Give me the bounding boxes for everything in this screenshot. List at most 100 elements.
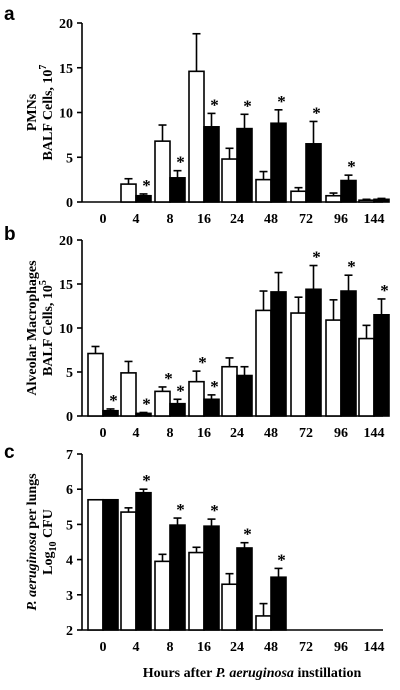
bar-treated [373,198,390,203]
y-axis-label-line2: BALF Cells, 107 [38,65,56,161]
x-tick-label: 4 [133,640,140,655]
bar-treated [270,576,287,631]
bar-treated [340,179,357,203]
x-tick-label: 16 [197,640,211,655]
x-tick-label: 48 [264,426,278,441]
x-tick-label: 8 [167,640,174,655]
y-tick-label: 2 [66,624,73,639]
bar-control [120,372,137,417]
x-tick-label: 0 [100,640,107,655]
significance-star: * [142,176,151,195]
significance-star: * [176,500,185,519]
significance-star: * [210,501,219,520]
bar-treated [135,412,152,417]
significance-star: * [312,248,321,267]
y-axis-label-line2: Log10 CFU [41,509,59,575]
y-axis-label-exponent: 7 [38,65,49,70]
bar-control [255,309,272,417]
y-axis-label-base: Log [41,551,56,574]
bar-treated [270,291,287,417]
y-axis-label-exponent: 5 [38,280,49,285]
significance-star: * [347,157,356,176]
y-tick-label: 3 [66,589,73,604]
bar-control [188,380,205,417]
x-tick-label: 24 [230,640,244,655]
bar-treated [203,126,220,203]
significance-star: * [109,391,118,410]
bar-treated [236,374,253,417]
bar-treated [203,398,220,417]
y-tick-label: 0 [66,410,73,425]
bar-treated [102,409,119,417]
bar-treated [169,524,186,631]
significance-star: * [142,394,151,413]
y-axis-label-line1: PMNs [25,93,40,131]
bar-control [255,615,272,631]
x-tick-label: 48 [264,212,278,227]
y-tick-label: 15 [59,278,73,293]
significance-star: * [312,103,321,122]
y-axis-label-rest: CFU [41,509,56,541]
x-tick-label: 16 [197,426,211,441]
y-axis-label-rest: per lungs [25,473,40,532]
significance-star: * [347,257,356,276]
x-tick-label: 144 [364,640,385,655]
bar-control [325,194,342,203]
bar-treated [135,491,152,631]
y-tick-label: 7 [66,448,73,463]
x-tick-label: 144 [364,426,385,441]
bar-control [325,319,342,417]
y-axis-label-line1: Alveolar Macrophages [25,260,40,396]
x-tick-label: 16 [197,212,211,227]
x-axis-label-part: instillation [294,666,362,681]
bar-treated [169,177,186,203]
bar-control [358,199,375,203]
bar-control [188,551,205,631]
x-tick-label: 48 [264,640,278,655]
y-tick-label: 6 [66,483,73,498]
panel-letter: a [4,4,15,25]
y-tick-label: 4 [66,554,73,569]
x-tick-label: 24 [230,212,244,227]
y-tick-label: 5 [66,151,73,166]
x-tick-label: 4 [133,426,140,441]
bar-control [87,498,104,631]
significance-star: * [210,95,219,114]
x-axis-label: Hours after P. aeruginosa instillation [143,666,362,681]
x-tick-label: 24 [230,426,244,441]
panel-letter: c [4,442,15,463]
x-tick-label: 72 [299,426,313,441]
x-tick-label: 4 [133,212,140,227]
x-tick-label: 96 [334,426,348,441]
significance-star: * [243,96,252,115]
bar-treated [135,194,152,203]
bar-treated [236,547,253,631]
y-tick-label: 15 [59,62,73,77]
bar-treated [340,290,357,417]
x-tick-label: 96 [334,212,348,227]
y-axis-label-subscript: 10 [48,541,59,551]
x-tick-label: 8 [167,212,174,227]
y-axis-label-line2: BALF Cells, 105 [38,280,56,376]
bar-control [120,183,137,203]
bar-treated [102,498,119,631]
bar-control [358,337,375,417]
significance-star: * [210,377,219,396]
y-tick-label: 5 [66,518,73,533]
bar-control [290,312,307,417]
significance-star: * [380,281,389,300]
significance-star: * [164,369,173,388]
significance-star: * [277,92,286,111]
x-tick-label: 8 [167,426,174,441]
bar-control [120,511,137,631]
bar-control [154,140,171,203]
bar-control [188,70,205,203]
significance-star: * [176,153,185,172]
bar-treated [305,143,322,203]
bar-control [154,390,171,417]
bar-control [290,190,307,203]
bar-control [221,158,238,203]
